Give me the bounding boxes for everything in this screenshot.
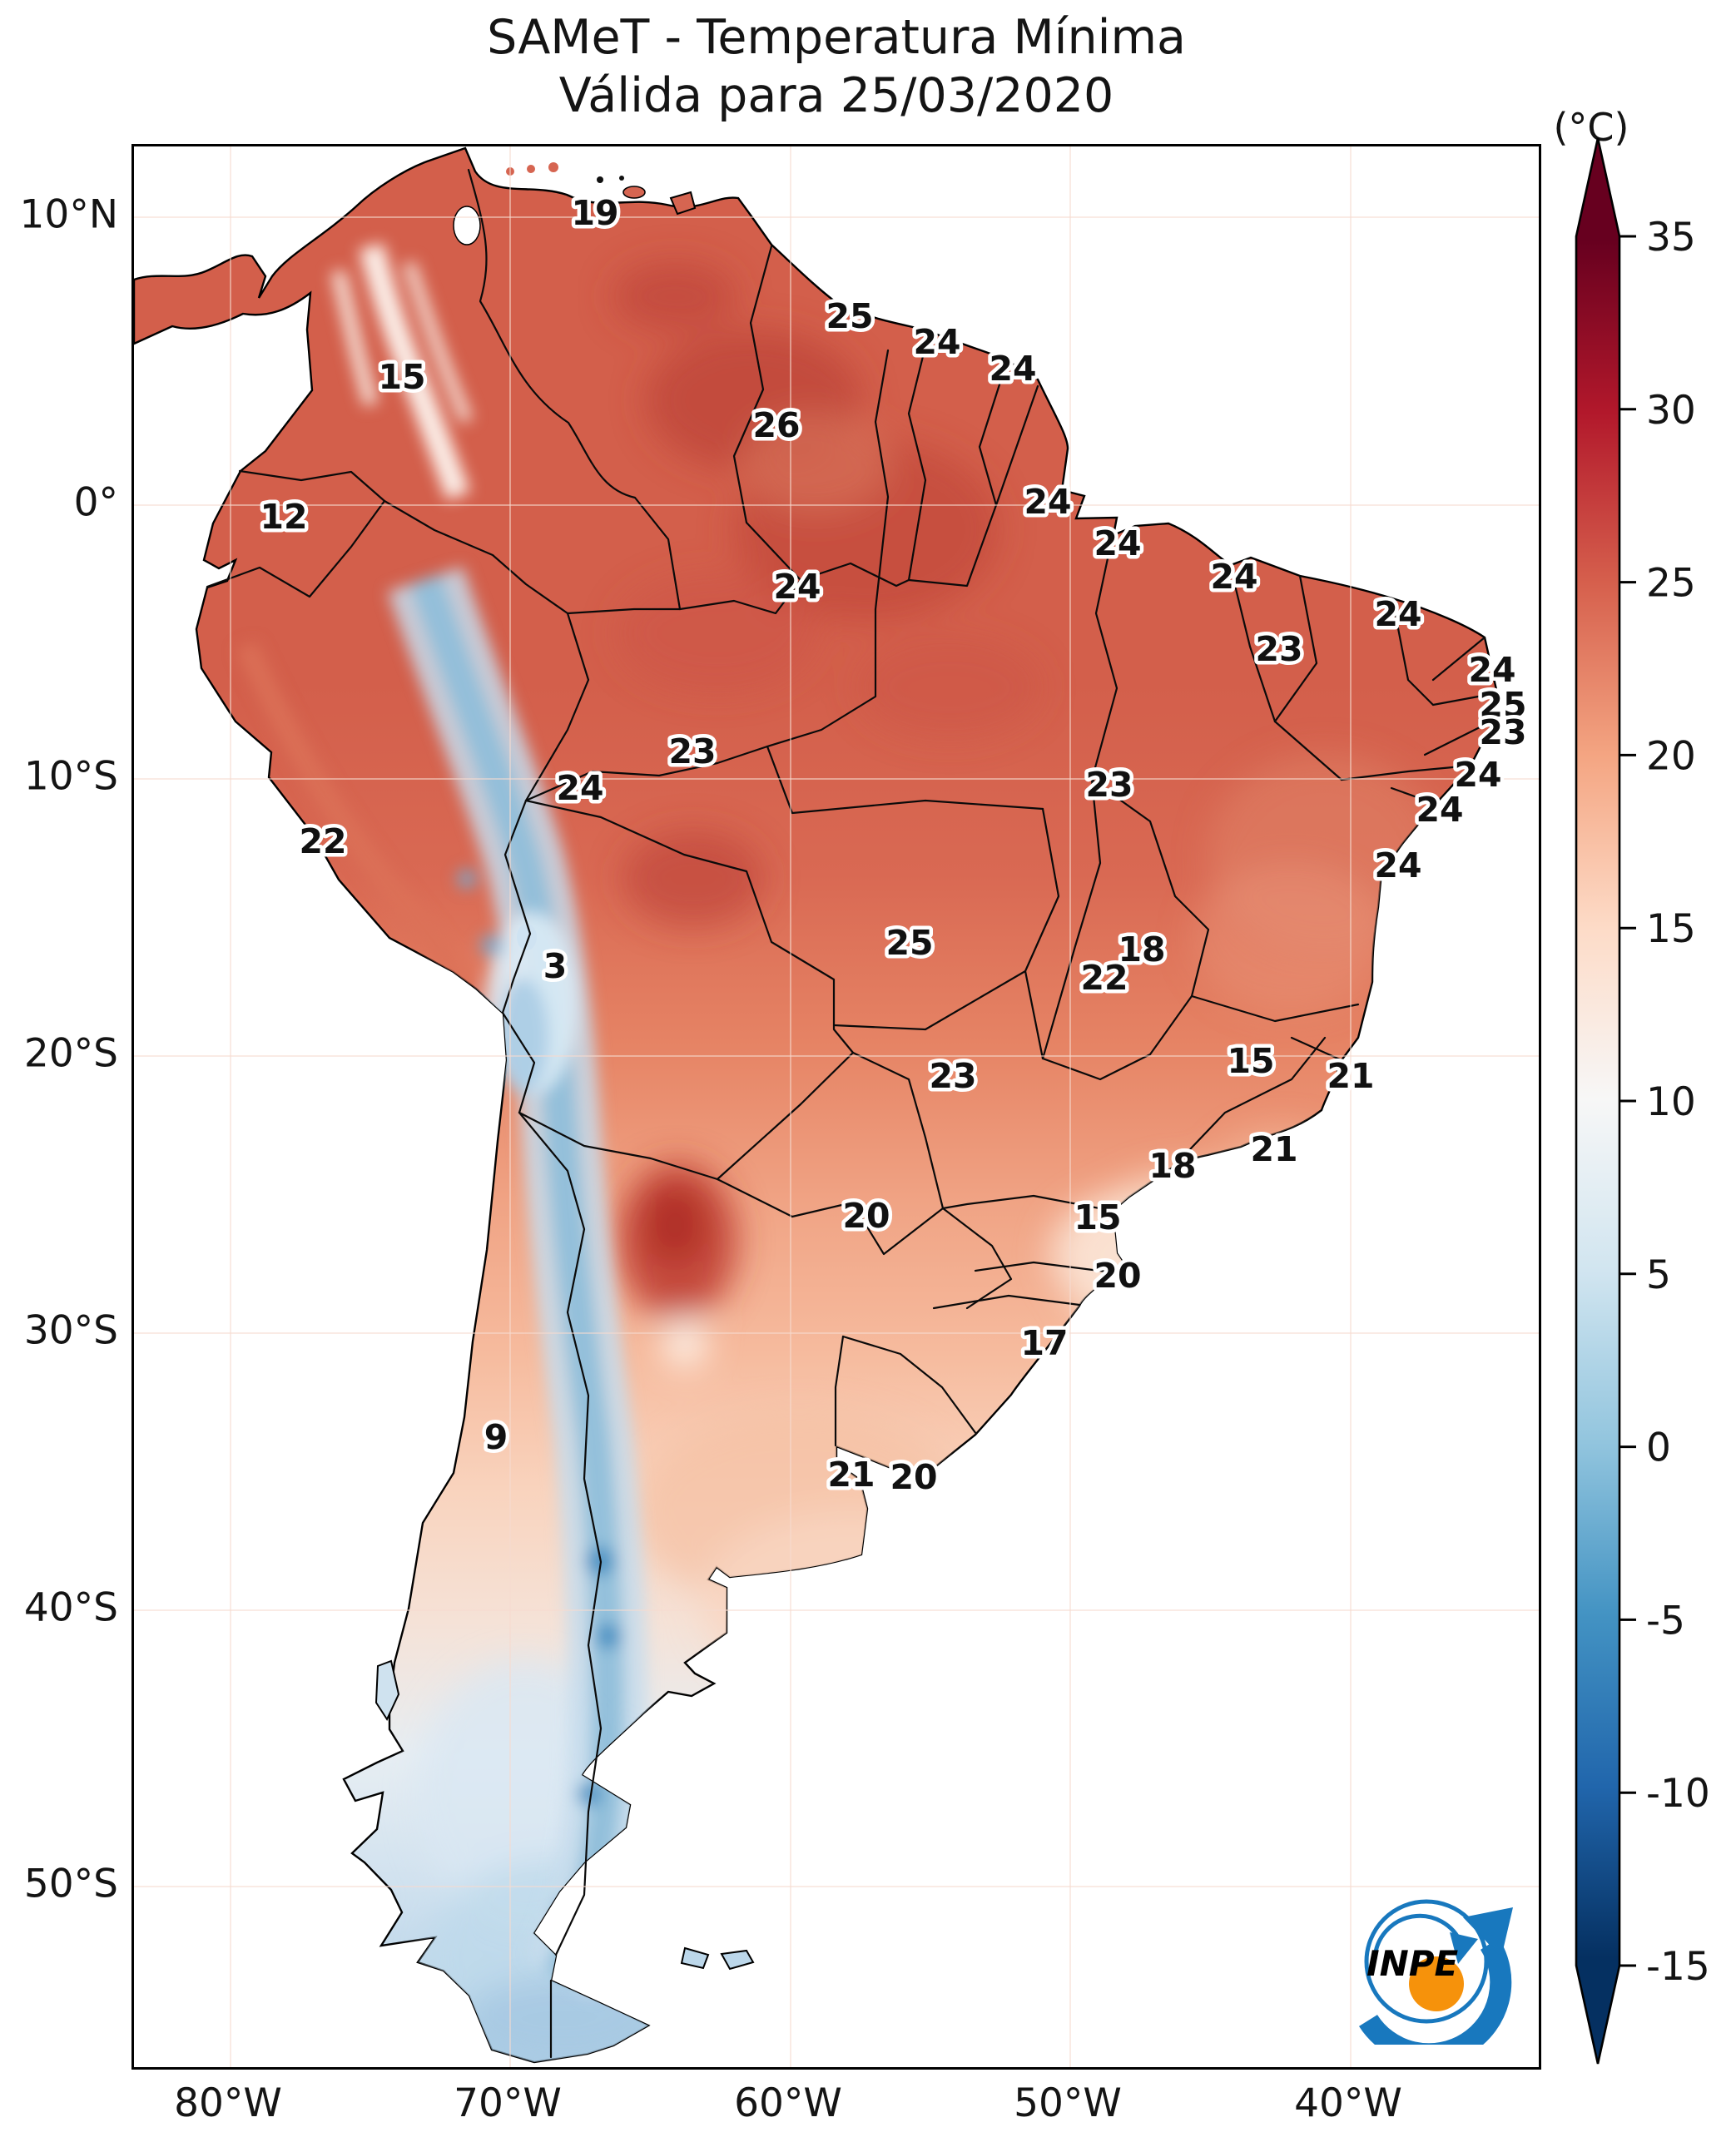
inpe-logo-circle: [1364, 1899, 1489, 2024]
temp-label: 15: [1074, 1197, 1121, 1237]
inpe-logo: INPE: [1359, 1899, 1513, 2045]
chiloe-island: [374, 1659, 400, 1722]
temp-label: 15: [378, 357, 425, 397]
temp-label: 23: [1085, 765, 1133, 805]
graticule-grid: [134, 146, 1539, 2067]
temp-label: 24: [1454, 755, 1501, 795]
temp-label: 18: [1118, 930, 1165, 969]
lake-titicaca: [517, 924, 537, 950]
inpe-logo-swoosh: [1359, 1938, 1512, 2045]
temp-label: 24: [1374, 845, 1421, 885]
colorbar-tick-label: 5: [1646, 1252, 1671, 1298]
temp-label: 24: [1416, 790, 1463, 830]
figure-title: SAMeT - Temperatura Mínima Válida para 2…: [131, 8, 1541, 125]
temp-label: 15: [1227, 1041, 1274, 1081]
colorbar-tick-label: 10: [1646, 1079, 1696, 1125]
inpe-logo-orange-dot: [1409, 1956, 1464, 2011]
margarita-island: [622, 186, 646, 199]
xtick-label: 50°W: [1014, 2080, 1122, 2126]
temp-label: 20: [1094, 1256, 1141, 1296]
temp-label: 21: [827, 1455, 875, 1495]
inpe-logo-inner-arc: [1372, 1913, 1464, 1960]
temp-label: 25: [885, 923, 933, 963]
ytick-label: 0°: [73, 479, 118, 526]
temp-label: 17: [1020, 1323, 1068, 1363]
colorbar-tick-label: 0: [1646, 1426, 1671, 1471]
map-plot-area: 19 25 24 24 15 26 12 24 24 24 24 24 23 24 25 23 23 24 23 24…: [131, 144, 1541, 2070]
title-line-2: Válida para 25/03/2020: [558, 68, 1114, 123]
temp-label: 21: [1250, 1129, 1297, 1169]
temp-label: 20: [842, 1196, 890, 1236]
temp-label: 24: [1468, 650, 1515, 690]
temp-label: 24: [989, 349, 1036, 389]
colorbar-tick-label: 25: [1646, 561, 1696, 607]
temp-label: 24: [556, 768, 603, 808]
temp-label: 19: [571, 193, 618, 233]
temperature-colorbar: 35 30 25 20 15 10 5 0 -5 -10 -15: [1575, 137, 1710, 2065]
caribbean-islet: [527, 165, 535, 173]
temp-label: 25: [1479, 685, 1526, 725]
temp-label: 23: [929, 1056, 976, 1096]
ytick-label: 50°S: [23, 1861, 118, 1907]
caribbean-islet: [548, 162, 558, 172]
temp-label: 24: [1024, 482, 1071, 522]
ytick-label: 10°S: [23, 753, 118, 800]
colorbar-tick-label: 15: [1646, 906, 1696, 952]
temp-label: 23: [1255, 629, 1302, 669]
temp-label: 25: [826, 296, 873, 336]
trinidad-island: [669, 191, 697, 216]
temp-label: 23: [668, 731, 716, 771]
temp-label: 24: [1374, 594, 1421, 634]
colorbar-tick-label: 35: [1646, 215, 1696, 260]
xtick-label: 70°W: [454, 2080, 562, 2126]
temp-label: 18: [1148, 1146, 1196, 1186]
political-borders: [206, 168, 1498, 2059]
inpe-logo-inner-arrowhead: [1450, 1932, 1478, 1964]
caribbean-islet: [597, 176, 603, 183]
temp-label: 20: [890, 1457, 937, 1497]
colorbar-tick-label: 20: [1646, 733, 1696, 779]
colorbar-tick-label: -15: [1646, 1944, 1710, 1990]
inpe-logo-text: INPE: [1366, 1943, 1459, 1984]
colorbar-unit-label: (°C): [1553, 105, 1629, 150]
temp-label: 24: [1094, 523, 1141, 563]
xtick-label: 80°W: [174, 2080, 282, 2126]
temp-label: 24: [1210, 557, 1257, 597]
temp-label: 12: [260, 497, 307, 537]
temp-label: 3: [543, 946, 568, 986]
temp-label: 22: [1080, 958, 1128, 998]
falkland-islands: [680, 1946, 755, 1971]
temp-label: 24: [773, 567, 821, 607]
xtick-label: 40°W: [1294, 2080, 1402, 2126]
temp-label: 26: [752, 405, 800, 445]
temp-label: 22: [299, 821, 346, 861]
title-line-1: SAMeT - Temperatura Mínima: [487, 10, 1186, 65]
xtick-label: 60°W: [734, 2080, 842, 2126]
colorbar-tick-label: -10: [1646, 1771, 1710, 1817]
ytick-label: 20°S: [23, 1030, 118, 1077]
lake-maracaibo: [453, 206, 481, 245]
colorbar-tick-label: 30: [1646, 388, 1696, 434]
temp-label: 9: [484, 1417, 508, 1457]
ytick-label: 10°N: [19, 191, 118, 238]
temp-label: 23: [1479, 712, 1526, 752]
ytick-label: 40°S: [23, 1584, 118, 1631]
caribbean-islet: [619, 176, 624, 181]
temp-label: 21: [1327, 1056, 1374, 1096]
ytick-label: 30°S: [23, 1307, 118, 1354]
colorbar-tick-label: -5: [1646, 1598, 1685, 1644]
inpe-logo-arrowhead: [1463, 1907, 1513, 1957]
temp-label: 24: [913, 322, 960, 362]
